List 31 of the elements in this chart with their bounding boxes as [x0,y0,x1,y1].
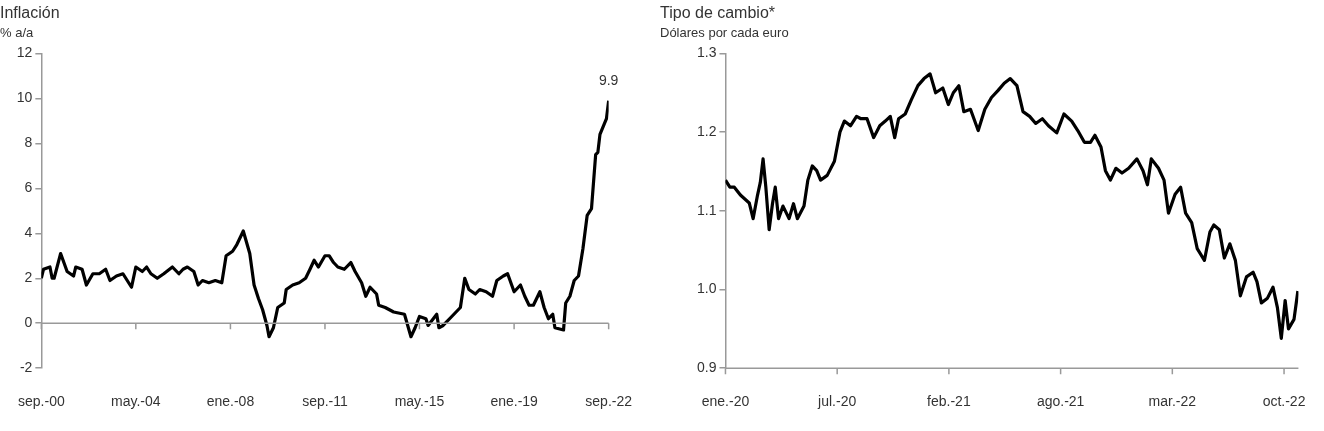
x-tick-label: ene.-08 [206,393,255,410]
y-tick-label: 4 [24,224,33,241]
y-tick-label: 1.1 [696,201,717,218]
y-tick-label: -2 [19,359,33,376]
y-tick-label: 0 [24,314,33,331]
y-tick-label: 1.3 [696,44,717,61]
x-tick-label: jul.-20 [817,393,857,410]
y-tick-label: 8 [24,134,33,151]
chart-subtitle: % a/a [0,25,34,40]
chart-subtitle: Dólares por cada euro [660,25,789,40]
x-tick-label: ago.-21 [1036,393,1085,410]
x-tick-label: sep.-22 [585,393,633,410]
y-tick-label: 0.9 [696,359,717,376]
x-tick-label: feb.-21 [927,393,971,410]
x-tick-label: may.-04 [111,393,161,410]
chart-title: Tipo de cambio* [660,4,776,22]
x-tick-label: mar.-22 [1148,393,1197,410]
y-tick-label: 6 [24,179,33,196]
x-tick-label: sep.-11 [302,393,348,410]
y-tick-label: 1.0 [696,280,717,297]
x-tick-label: oct.-22 [1262,393,1306,410]
y-tick-label: 12 [16,44,33,61]
y-tick-label: 1.2 [696,122,717,139]
y-tick-label: 2 [24,269,33,286]
x-tick-label: ene.-19 [490,393,539,410]
x-tick-label: may.-15 [394,393,445,410]
x-tick-label: sep.-00 [18,393,65,410]
y-tick-label: 10 [16,89,33,106]
chart-title: Inflación [0,4,60,22]
x-tick-label: ene.-20 [701,393,750,410]
data-label: 9.9 [598,72,619,89]
